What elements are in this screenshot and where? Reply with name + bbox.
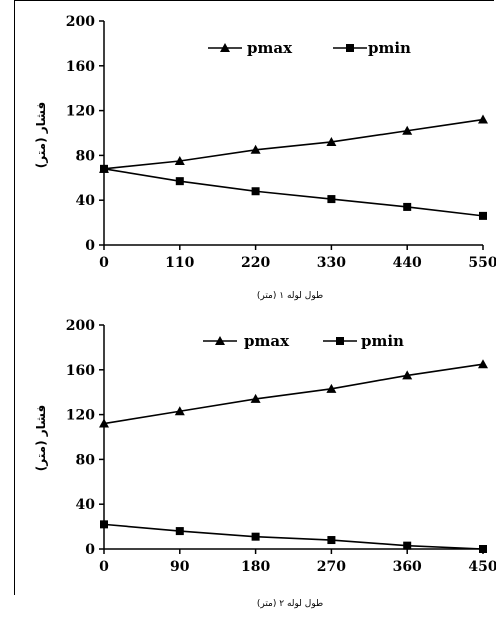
y-tick-label: 120 xyxy=(66,408,95,424)
y-tick-label: 160 xyxy=(66,59,95,75)
y-tick-label: 0 xyxy=(85,542,95,558)
data-point-pmax xyxy=(326,136,337,146)
y-axis-label: فشار (متر) xyxy=(34,405,48,471)
series-pmin xyxy=(100,164,487,220)
data-point-pmin xyxy=(100,520,108,529)
data-point-pmin xyxy=(327,536,336,545)
y-tick-label: 80 xyxy=(76,452,96,468)
y-tick-label: 40 xyxy=(76,497,96,513)
x-tick-label: 180 xyxy=(241,559,270,575)
chart-2: 0 40 80 120 160 200 0 90 180 270 360 450 pmax pmin طول… xyxy=(34,318,496,609)
series-line-pmax xyxy=(103,363,484,425)
series-pmin xyxy=(100,520,487,553)
y-axis-label: فشار (متر) xyxy=(34,102,48,168)
y-tick-label: 200 xyxy=(66,14,95,30)
frame-top-line xyxy=(14,0,494,1)
data-point-pmin xyxy=(479,545,487,553)
x-axis-label: طول لوله ۲ (متر) xyxy=(257,599,323,609)
x-tick-label: 110 xyxy=(165,255,194,271)
data-point-pmin xyxy=(327,195,336,204)
data-point-pmin xyxy=(100,164,108,173)
x-tick-label: 220 xyxy=(241,255,270,271)
x-tick-label: 330 xyxy=(317,255,346,271)
y-tick-label: 160 xyxy=(66,363,95,379)
legend-label-pmax: pmax xyxy=(244,332,290,350)
data-point-pmax xyxy=(174,406,185,416)
data-point-pmin xyxy=(403,541,412,550)
legend-marker-pmax xyxy=(215,336,225,345)
data-point-pmin xyxy=(479,211,487,220)
data-point-pmax xyxy=(478,359,488,369)
x-tick-label: 550 xyxy=(468,255,496,271)
legend-marker-pmin xyxy=(346,44,354,52)
y-tick-label: 120 xyxy=(66,104,95,120)
series-line-pmin xyxy=(103,523,484,550)
x-tick-label: 0 xyxy=(99,559,109,575)
x-tick-label: 90 xyxy=(170,559,190,575)
x-tick-label: 450 xyxy=(468,559,496,575)
y-tick-label: 200 xyxy=(66,318,95,334)
legend-label-pmax: pmax xyxy=(247,39,293,57)
data-point-pmax xyxy=(99,418,109,428)
chart-1: 0 40 80 120 160 200 0 110 220 330 440 550 pmax pmin طو… xyxy=(34,14,496,301)
y-tick-label: 40 xyxy=(76,193,96,209)
series-pmax xyxy=(99,114,488,173)
y-tick-label: 80 xyxy=(76,148,96,164)
data-point-pmax xyxy=(478,114,488,124)
data-point-pmin xyxy=(403,202,412,211)
data-point-pmin xyxy=(251,187,260,196)
y-tick-label: 0 xyxy=(85,238,95,254)
legend-label-pmin: pmin xyxy=(368,39,411,57)
x-tick-label: 0 xyxy=(99,255,109,271)
data-point-pmax xyxy=(402,370,413,380)
data-point-pmax xyxy=(402,125,413,135)
data-point-pmax xyxy=(174,156,185,165)
data-point-pmin xyxy=(251,532,260,541)
frame-left-line xyxy=(14,0,15,595)
data-point-pmax xyxy=(326,383,337,393)
legend-label-pmin: pmin xyxy=(361,332,404,350)
x-tick-label: 270 xyxy=(317,559,346,575)
data-point-pmin xyxy=(175,177,184,186)
x-tick-label: 360 xyxy=(393,559,422,575)
series-pmax xyxy=(99,359,488,428)
series-line-pmin xyxy=(103,168,484,217)
data-point-pmin xyxy=(175,527,184,536)
data-point-pmax xyxy=(250,144,261,154)
series-line-pmax xyxy=(103,118,484,170)
data-point-pmax xyxy=(250,393,261,403)
legend-marker-pmax xyxy=(220,43,230,52)
legend-marker-pmin xyxy=(336,337,344,345)
x-axis-label: طول لوله ۱ (متر) xyxy=(257,291,323,301)
x-tick-label: 440 xyxy=(393,255,422,271)
